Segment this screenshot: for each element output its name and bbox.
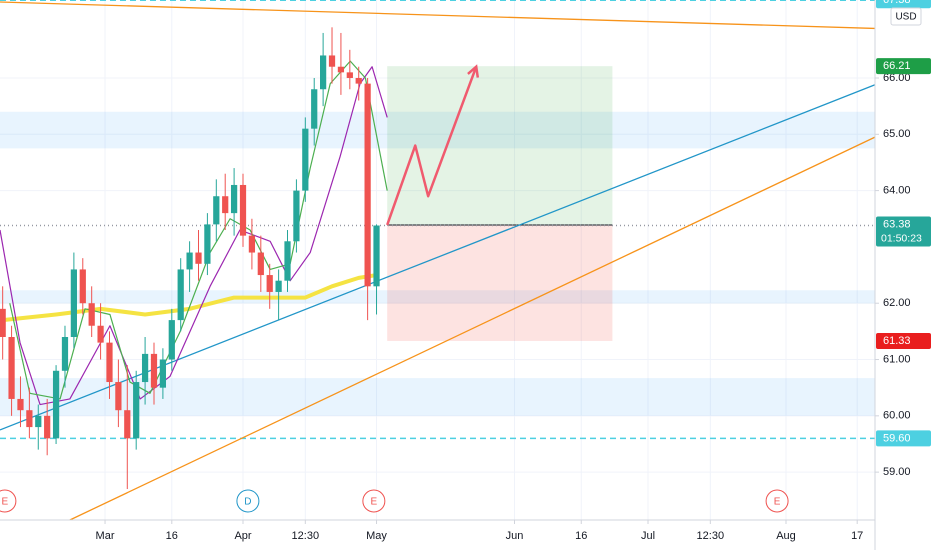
candle-body: [320, 55, 327, 90]
moving-average: [2, 273, 377, 323]
price-label-text: 59.60: [883, 432, 911, 444]
candle-body: [17, 398, 24, 411]
candle-body: [204, 224, 211, 264]
price-label-text: 66.21: [883, 60, 911, 72]
candle-body: [248, 235, 256, 253]
candle-body: [26, 410, 33, 428]
event-label: D: [244, 497, 251, 508]
zone: [0, 378, 875, 416]
price-label: [876, 430, 931, 447]
x-tick-label: Jun: [506, 530, 524, 542]
event-label: E: [774, 497, 781, 508]
price-label: [876, 58, 931, 75]
price-label: [876, 332, 931, 349]
candle-body: [8, 337, 15, 399]
candle-body: [230, 184, 238, 214]
y-tick-label: 62.00: [883, 297, 911, 309]
candle-body: [213, 196, 220, 225]
candle-body: [364, 83, 371, 287]
candle-body: [70, 269, 77, 338]
candle-body: [150, 353, 158, 388]
y-tick-label: 59.00: [883, 466, 911, 478]
countdown-text: 01:50:23: [881, 232, 922, 244]
x-tick-label: Aug: [776, 530, 796, 542]
x-tick-label: 17: [851, 530, 863, 542]
x-tick-label: May: [366, 530, 387, 542]
trend-line: [0, 1, 876, 30]
x-tick-label: Apr: [234, 530, 251, 542]
x-tick-label: 12:30: [697, 530, 725, 542]
candle-body: [106, 342, 113, 383]
candle-body: [79, 269, 86, 304]
stop-zone: [387, 224, 613, 341]
price-label-text: 67.38: [883, 0, 911, 6]
candle-body: [355, 77, 362, 84]
y-tick-label: 65.00: [883, 128, 911, 140]
target-zone: [387, 66, 613, 225]
candle-body: [35, 415, 42, 428]
candle-body: [275, 280, 282, 292]
y-tick-label: 64.00: [883, 185, 911, 197]
candle-body: [222, 196, 229, 214]
candle-body: [159, 359, 167, 388]
y-tick-label: 61.00: [883, 353, 911, 365]
candle-body: [0, 308, 6, 338]
candle-body: [97, 325, 104, 343]
projection-arrow: [386, 66, 478, 226]
arrow-head: [467, 64, 480, 78]
candle-body: [266, 275, 273, 292]
candle-body: [239, 184, 247, 236]
x-tick-label: Mar: [96, 530, 115, 542]
event-marker: [765, 489, 789, 513]
event-marker: [236, 489, 260, 513]
x-tick-label: 16: [575, 530, 587, 542]
candle-body: [133, 382, 140, 439]
candle-body: [257, 252, 264, 276]
candle-body: [44, 415, 51, 439]
price-axis: [875, 0, 932, 550]
candle-body: [302, 128, 309, 191]
candle-body: [177, 269, 184, 321]
candle-body: [52, 370, 60, 439]
candle-body: [168, 320, 175, 360]
x-tick-label: 16: [166, 530, 178, 542]
candle-body: [328, 55, 336, 67]
candle-body: [115, 382, 122, 411]
candle-body: [337, 66, 345, 73]
candle-body: [141, 353, 149, 383]
event-label: E: [371, 497, 378, 508]
currency-label: USD: [895, 12, 916, 23]
currency-box: [890, 7, 922, 26]
price-label-text: 63.38: [883, 218, 911, 230]
moving-average: [9, 60, 388, 400]
candle-body: [284, 241, 291, 281]
trend-line: [69, 136, 876, 521]
candle-body: [88, 303, 95, 326]
time-axis: [0, 520, 875, 550]
price-label: [876, 0, 931, 9]
x-tick-label: 12:30: [292, 530, 320, 542]
x-tick-label: Jul: [641, 530, 655, 542]
event-marker: [0, 489, 17, 513]
event-label: E: [2, 497, 9, 508]
candle-body: [346, 72, 353, 78]
price-label: [876, 216, 931, 247]
candle-body: [373, 225, 380, 287]
candle-body: [61, 337, 69, 371]
y-tick-label: 60.00: [883, 410, 911, 422]
candle-body: [311, 89, 318, 129]
y-tick-label: 66.00: [883, 72, 911, 84]
price-label-text: 61.33: [883, 335, 911, 347]
candle-body: [195, 252, 202, 264]
candle-body: [124, 410, 131, 439]
candle-body: [293, 190, 300, 242]
event-marker: [362, 489, 386, 513]
candle-body: [186, 252, 193, 270]
